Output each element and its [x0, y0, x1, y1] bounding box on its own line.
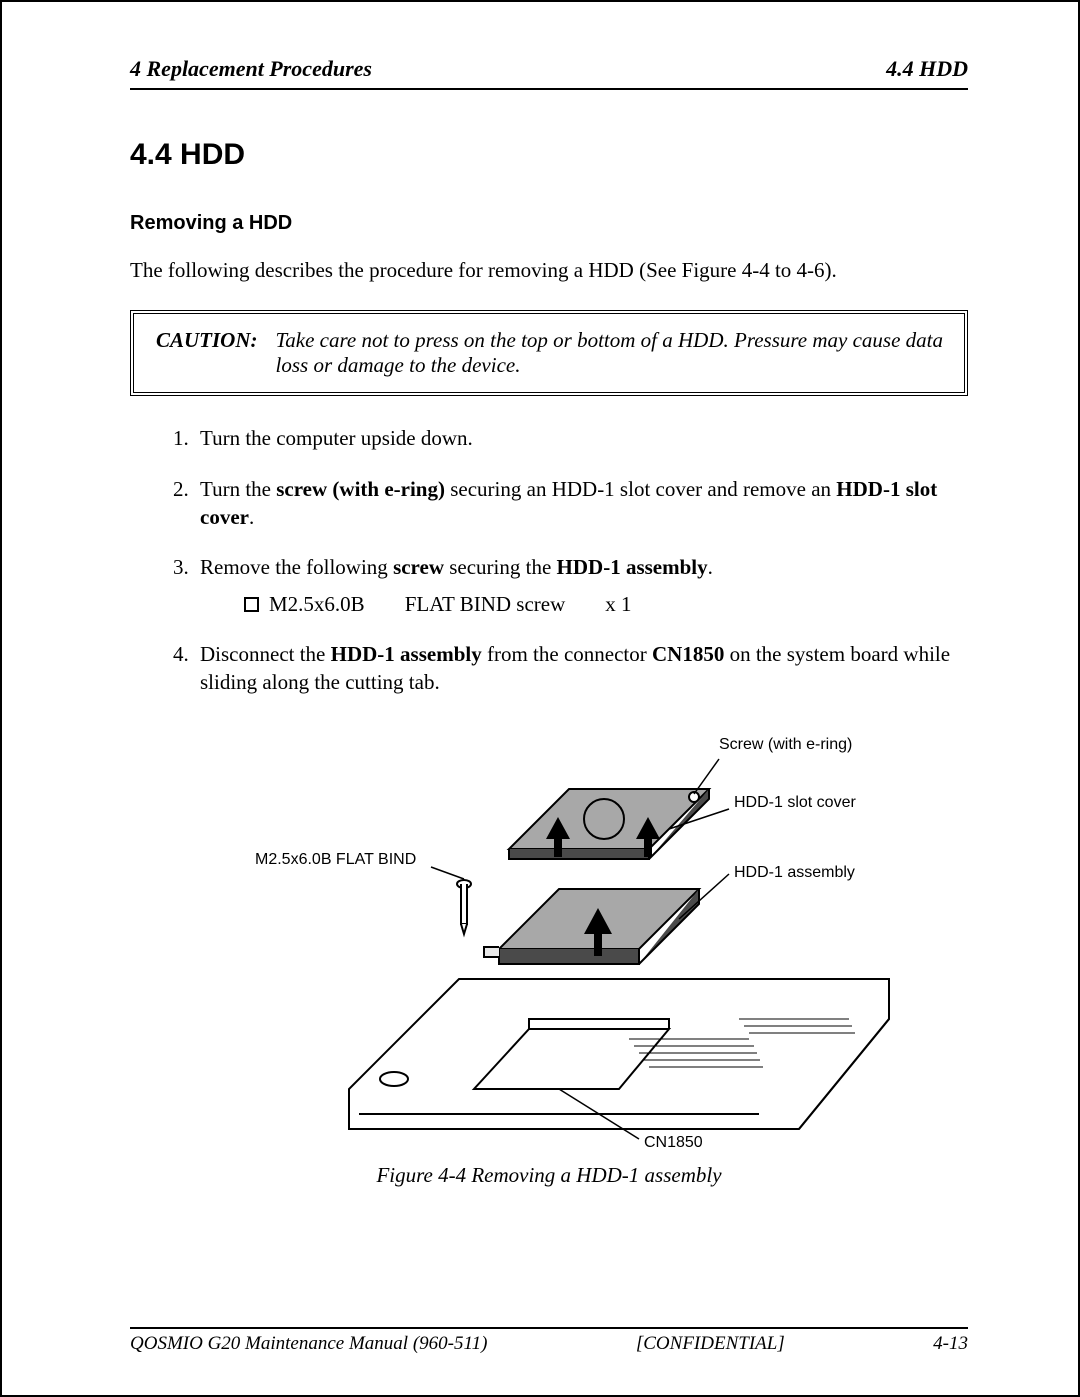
caution-label: CAUTION:: [156, 328, 258, 378]
caution-text: Take care not to press on the top or bot…: [258, 328, 946, 378]
page-header: 4 Replacement Procedures 4.4 HDD: [130, 56, 968, 90]
diagram-svg: Screw (with e-ring) HDD-1 slot cover HDD…: [199, 719, 899, 1149]
screw-row: M2.5x6.0B FLAT BIND screw x 1: [244, 590, 968, 618]
figure-caption: Figure 4-4 Removing a HDD-1 assembly: [199, 1163, 899, 1188]
header-left: 4 Replacement Procedures: [130, 56, 372, 82]
label-flat-bind: M2.5x6.0B FLAT BIND: [255, 851, 416, 868]
label-slot-cover: HDD-1 slot cover: [734, 794, 856, 811]
step-2: Turn the screw (with e-ring) securing an…: [194, 475, 968, 532]
label-screw-ering: Screw (with e-ring): [719, 736, 852, 753]
page: 4 Replacement Procedures 4.4 HDD 4.4 HDD…: [0, 0, 1080, 1397]
footer-rule: [130, 1327, 968, 1329]
checkbox-icon: [244, 597, 259, 612]
label-assembly: HDD-1 assembly: [734, 864, 855, 881]
intro-paragraph: The following describes the procedure fo…: [130, 257, 968, 284]
label-connector: CN1850: [644, 1134, 703, 1149]
step-4: Disconnect the HDD-1 assembly from the c…: [194, 640, 968, 697]
step-1: Turn the computer upside down.: [194, 424, 968, 452]
step-list: Turn the computer upside down. Turn the …: [130, 424, 968, 696]
footer-center: [CONFIDENTIAL]: [636, 1333, 785, 1355]
figure-4-4: Screw (with e-ring) HDD-1 slot cover HDD…: [199, 719, 899, 1188]
step-3: Remove the following screw securing the …: [194, 553, 968, 618]
header-right: 4.4 HDD: [886, 56, 968, 82]
section-title: 4.4 HDD: [130, 138, 968, 172]
footer: QOSMIO G20 Maintenance Manual (960-511) …: [130, 1333, 968, 1355]
footer-left: QOSMIO G20 Maintenance Manual (960-511): [130, 1333, 487, 1355]
screw-code: M2.5x6.0B: [244, 590, 365, 618]
subheading: Removing a HDD: [130, 212, 968, 235]
footer-right: 4-13: [933, 1333, 968, 1355]
caution-box: CAUTION: Take care not to press on the t…: [130, 310, 968, 396]
screw-name: FLAT BIND screw: [405, 590, 566, 618]
screw-qty: x 1: [605, 590, 631, 618]
